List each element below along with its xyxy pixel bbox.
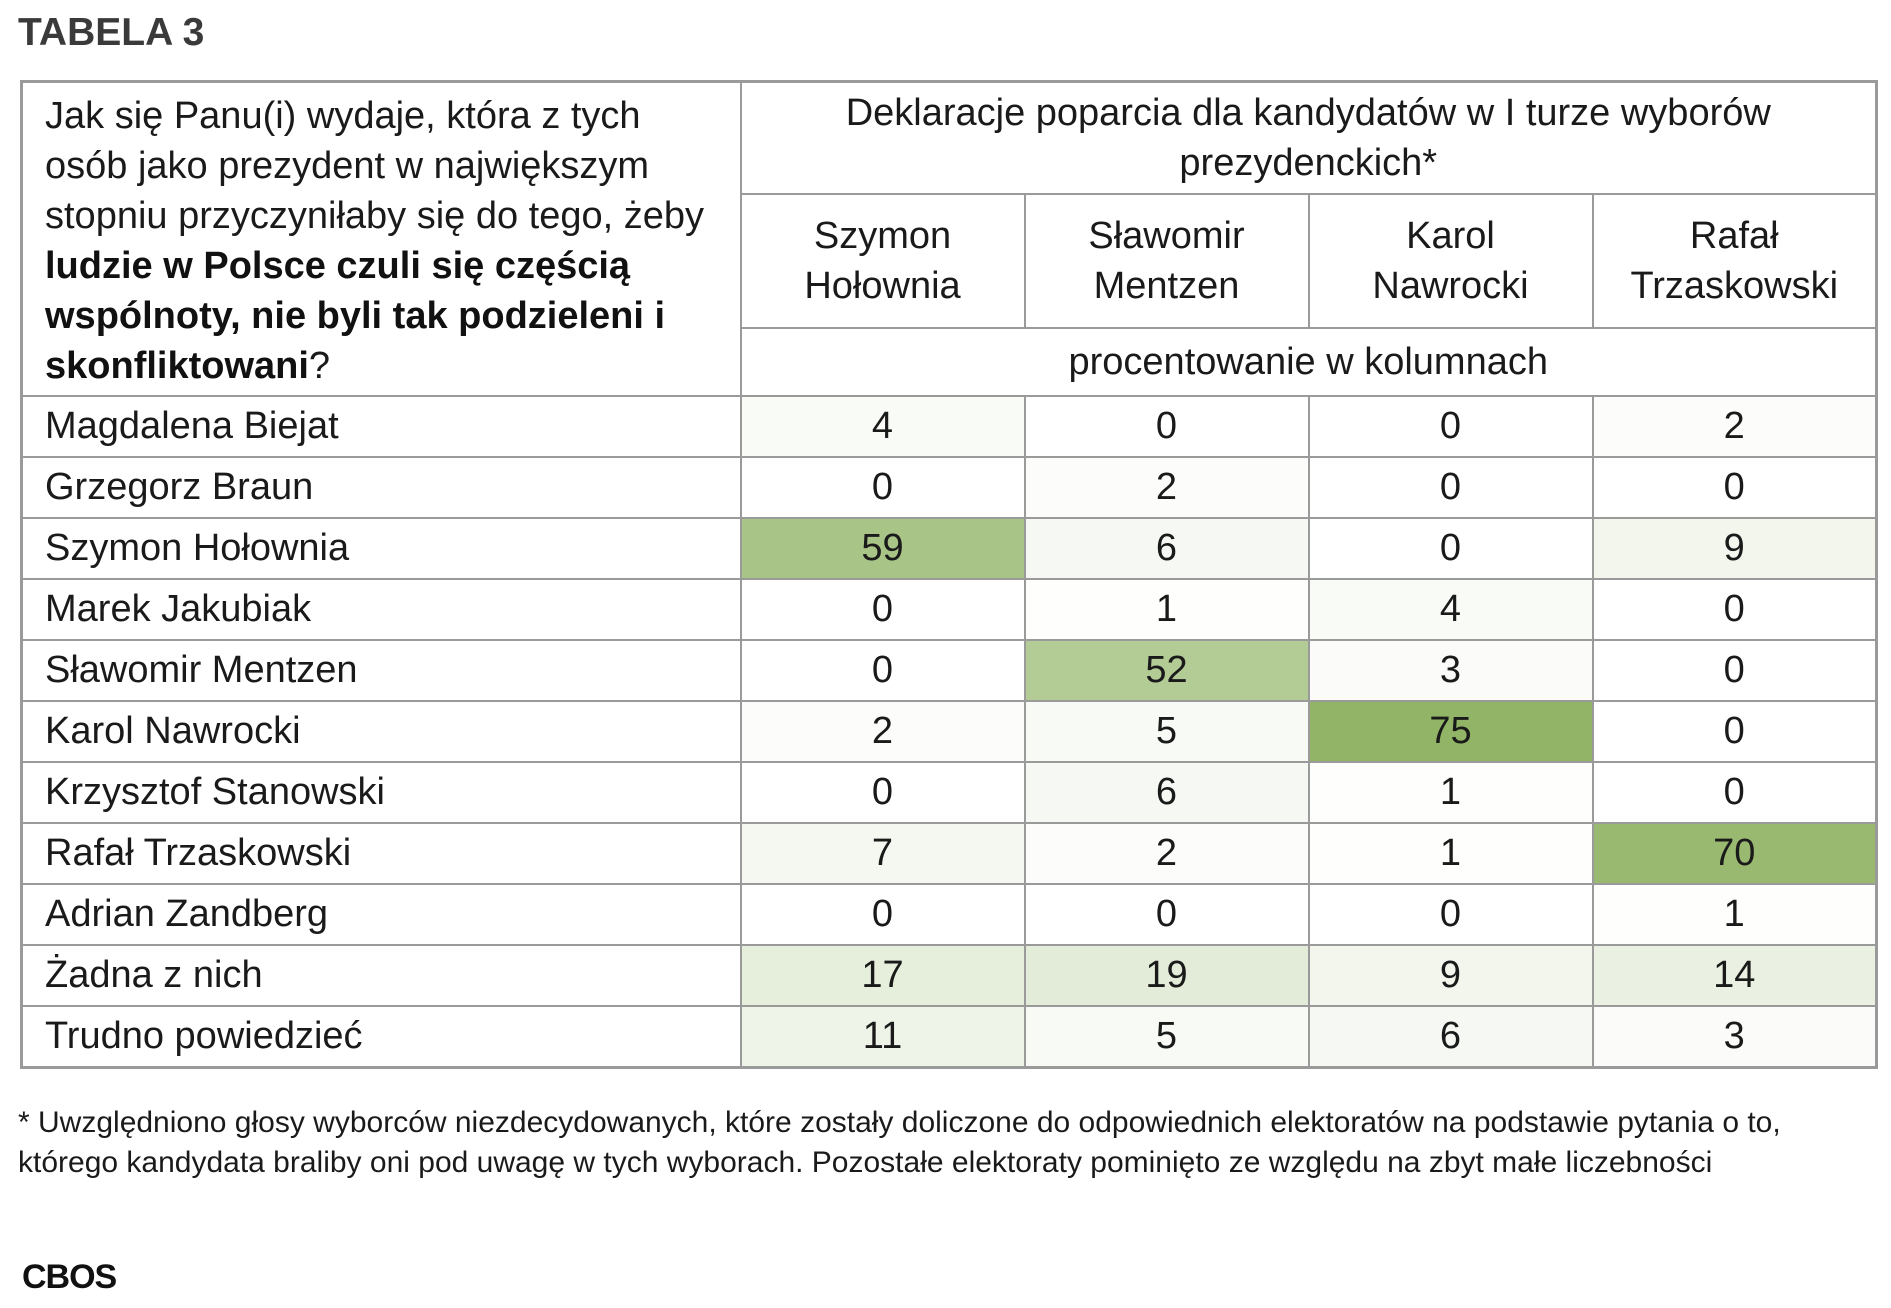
candidate-header-row: Szymon Hołownia Sławomir Mentzen Karol N… [22,192,1878,329]
value-cell: 7 [739,822,1026,885]
row-label: Magdalena Biejat [20,395,742,458]
table-row: Trudno powiedzieć 11 5 6 3 [20,1005,1878,1068]
value-cell: 6 [1023,761,1310,824]
candidate-header-mentzen: Sławomir Mentzen [1023,192,1310,329]
data-rows: Magdalena Biejat 4 0 0 2 Grzegorz Braun 0 2 0 0 Sz… [20,395,1878,1068]
value-cell: 0 [1591,639,1878,702]
table-row: Krzysztof Stanowski 0 6 1 0 [20,761,1878,824]
value-cell: 0 [1023,883,1310,946]
row-label: Karol Nawrocki [20,700,742,763]
value-cell: 59 [739,517,1026,580]
value-cell: 0 [1591,456,1878,519]
value-cell: 3 [1307,639,1594,702]
table-row: Grzegorz Braun 0 2 0 0 [20,456,1878,519]
value-cell: 1 [1307,761,1594,824]
value-cell: 9 [1307,944,1594,1007]
value-cell: 0 [1591,700,1878,763]
value-cell: 2 [1023,822,1310,885]
candidate-header-holownia: Szymon Hołownia [739,192,1026,329]
value-cell: 2 [1591,395,1878,458]
table-row: Rafał Trzaskowski 7 2 1 70 [20,822,1878,885]
value-cell: 52 [1023,639,1310,702]
value-cell: 4 [739,395,1026,458]
value-cell: 0 [1307,456,1594,519]
row-label: Marek Jakubiak [20,578,742,641]
row-label: Krzysztof Stanowski [20,761,742,824]
value-cell: 5 [1023,700,1310,763]
group-header: Deklaracje poparcia dla kandydatów w I t… [739,80,1878,195]
table-row: Karol Nawrocki 2 5 75 0 [20,700,1878,763]
value-cell: 1 [1307,822,1594,885]
data-table: Jak się Panu(i) wydaje, która z tych osó… [20,80,1878,1069]
table-row: Szymon Hołownia 59 6 0 9 [20,517,1878,580]
candidate-header-nawrocki: Karol Nawrocki [1307,192,1594,329]
value-cell: 3 [1591,1005,1878,1068]
value-cell: 0 [739,883,1026,946]
table-row: Marek Jakubiak 0 1 4 0 [20,578,1878,641]
value-cell: 17 [739,944,1026,1007]
question-bold-text: ludzie w Polsce czuli się częścią wspóln… [45,245,666,387]
value-cell: 6 [1307,1005,1594,1068]
value-cell: 2 [739,700,1026,763]
table-row: Magdalena Biejat 4 0 0 2 [20,395,1878,458]
value-cell: 0 [739,456,1026,519]
unit-label: procentowanie w kolumnach [739,326,1878,398]
table-row: Adrian Zandberg 0 0 0 1 [20,883,1878,946]
value-cell: 1 [1023,578,1310,641]
value-cell: 1 [1591,883,1878,946]
value-cell: 5 [1023,1005,1310,1068]
row-label: Adrian Zandberg [20,883,742,946]
question-cell: Jak się Panu(i) wydaje, która z tych osó… [20,80,742,397]
table-row: Żadna z nich 17 19 9 14 [20,944,1878,1007]
table-row: Sławomir Mentzen 0 52 3 0 [20,639,1878,702]
value-cell: 0 [1591,761,1878,824]
question-text: Jak się Panu(i) wydaje, która z tych osó… [45,95,705,237]
candidate-header-trzaskowski: Rafał Trzaskowski [1591,192,1878,329]
value-cell: 4 [1307,578,1594,641]
value-cell: 0 [1023,395,1310,458]
table-title: TABELA 3 [18,11,205,54]
value-cell: 0 [1307,395,1594,458]
value-cell: 0 [1591,578,1878,641]
row-label: Szymon Hołownia [20,517,742,580]
footnote: * Uwzględniono głosy wyborców niezdecydo… [18,1106,1781,1179]
value-cell: 0 [1307,883,1594,946]
row-label: Grzegorz Braun [20,456,742,519]
value-cell: 2 [1023,456,1310,519]
value-cell: 6 [1023,517,1310,580]
value-cell: 75 [1307,700,1594,763]
value-cell: 0 [739,578,1026,641]
value-cell: 0 [739,761,1026,824]
row-label: Sławomir Mentzen [20,639,742,702]
value-cell: 9 [1591,517,1878,580]
value-cell: 11 [739,1005,1026,1068]
row-label: Rafał Trzaskowski [20,822,742,885]
value-cell: 0 [739,639,1026,702]
question-end: ? [308,345,331,387]
row-label: Żadna z nich [20,944,742,1007]
value-cell: 14 [1591,944,1878,1007]
value-cell: 70 [1591,822,1878,885]
row-label: Trudno powiedzieć [20,1005,742,1068]
value-cell: 19 [1023,944,1310,1007]
value-cell: 0 [1307,517,1594,580]
source-label: CBOS [22,1258,117,1296]
